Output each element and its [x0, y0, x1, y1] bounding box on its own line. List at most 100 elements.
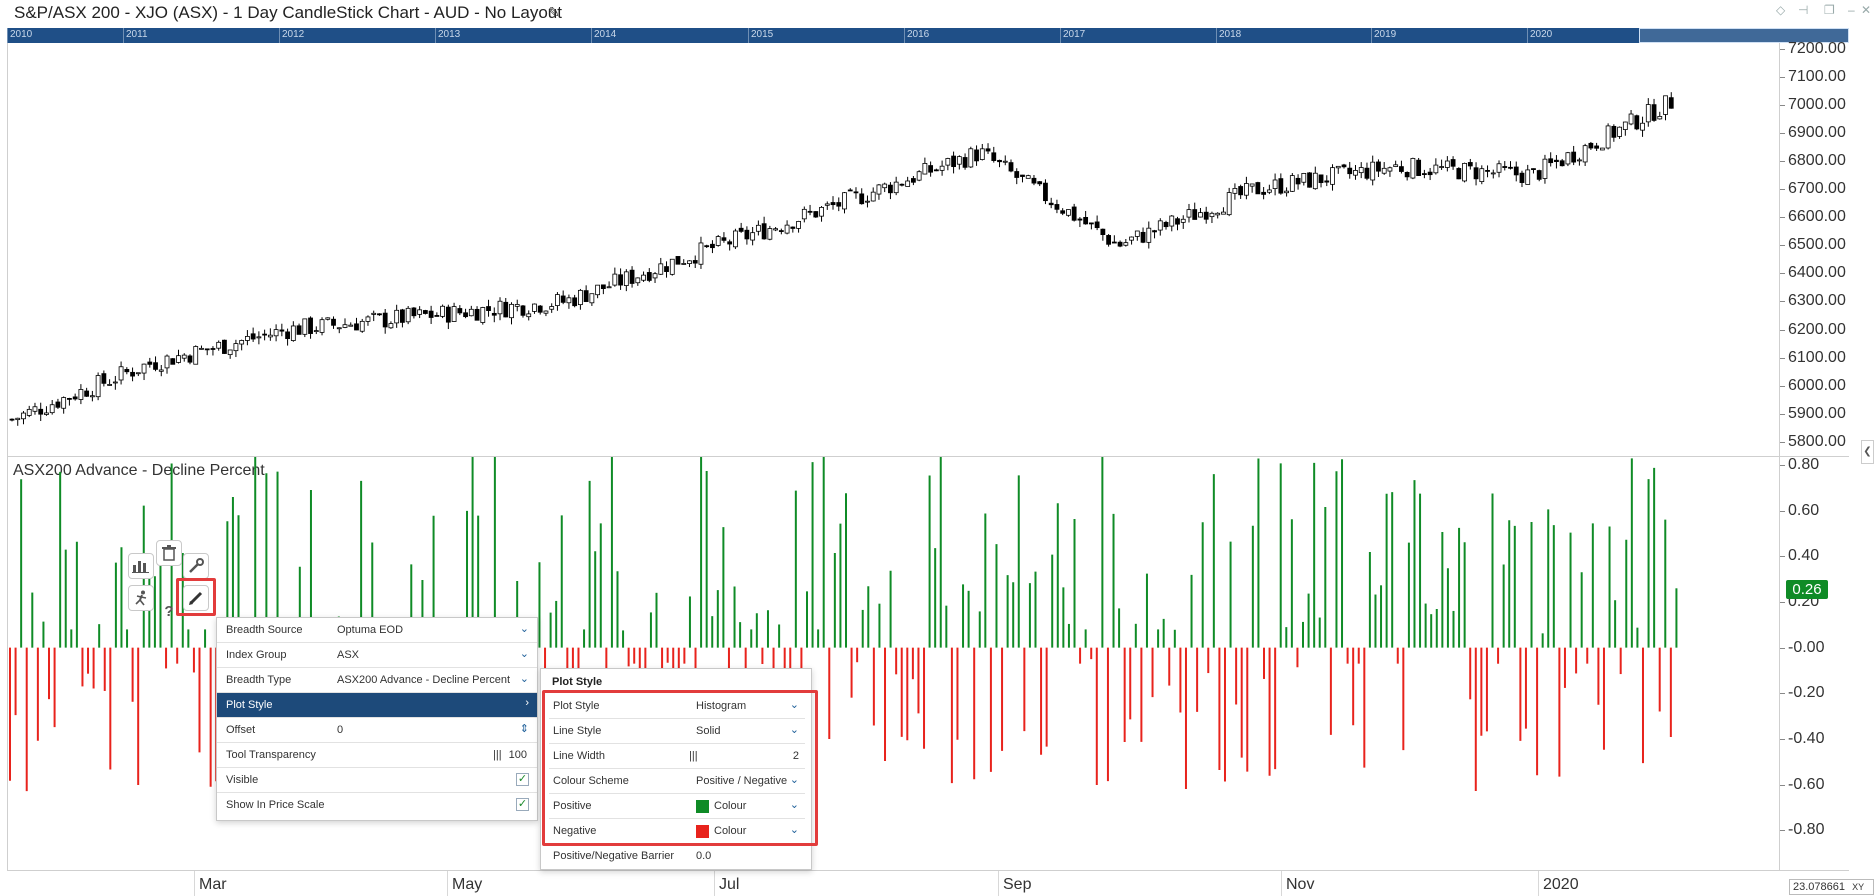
slider-icon[interactable]: |||	[689, 750, 698, 762]
prop-row-index-group[interactable]: Index Group ASX ⌄	[217, 643, 537, 668]
stepper-icon[interactable]: ⇕	[519, 723, 529, 735]
tick-mark	[1780, 161, 1785, 162]
candle-body	[1318, 174, 1324, 184]
indicator-pane[interactable]	[7, 457, 1780, 870]
chevron-left-icon[interactable]: ❮	[1861, 440, 1874, 464]
candle-body	[1169, 215, 1175, 227]
runner-icon[interactable]	[128, 585, 154, 611]
indicator-tick-label: 0.80	[1788, 456, 1820, 473]
style-row-line-width[interactable]: Line Width ||| 2	[549, 744, 805, 769]
indicator-tick-label: -0.20	[1788, 684, 1825, 702]
chevron-down-icon[interactable]: ⌄	[789, 699, 799, 711]
restore-icon[interactable]: ❐	[1824, 3, 1835, 17]
candle-body	[1060, 210, 1066, 214]
candle-body	[1508, 166, 1513, 169]
style-row-positive[interactable]: Positive Colour ⌄	[549, 794, 805, 819]
bar-chart-icon[interactable]	[128, 553, 154, 579]
checkbox-checked[interactable]: ✓	[516, 798, 529, 811]
close-icon[interactable]: ✕	[1861, 3, 1872, 17]
style-row-barrier[interactable]: Positive/Negative Barrier 0.0	[549, 844, 805, 869]
pin-icon[interactable]: ⊣	[1798, 3, 1809, 17]
timeline-separator	[591, 28, 592, 43]
trash-icon[interactable]	[156, 540, 182, 566]
candle-body	[1014, 171, 1020, 178]
prop-label: Offset	[226, 724, 256, 736]
price-chart-pane[interactable]	[7, 43, 1780, 456]
prop-row-breadth-type[interactable]: Breadth Type ASX200 Advance - Decline Pe…	[217, 668, 537, 693]
prop-row-tool-transparency[interactable]: Tool Transparency ||| 100	[217, 743, 537, 768]
candle-body	[61, 397, 67, 409]
chevron-down-icon[interactable]: ⌄	[789, 799, 799, 811]
candle-body	[158, 369, 164, 372]
candlestick-plot[interactable]	[8, 43, 1780, 456]
timeline-year: 2012	[282, 29, 305, 40]
timeline-navigator[interactable]: 2010 2011 2012 2013 2014 2015 2016 2017 2018 2019…	[7, 28, 1849, 43]
candle-body	[445, 306, 451, 323]
candle-body	[1565, 152, 1571, 165]
candle-body	[1043, 182, 1048, 202]
positive-color-swatch[interactable]	[696, 800, 709, 813]
candle-body	[170, 358, 176, 365]
indicator-title: ASX200 Advance - Decline Percent	[13, 462, 265, 479]
pane-divider[interactable]	[7, 456, 1849, 457]
candle-body	[1611, 125, 1617, 138]
candle-body	[1433, 164, 1439, 174]
candle-body	[9, 418, 15, 421]
candle-body	[1226, 192, 1232, 216]
pencil-icon[interactable]: ✎	[548, 4, 560, 20]
prop-row-breadth-source[interactable]: Breadth Source Optuma EOD ⌄	[217, 618, 537, 643]
candle-body	[526, 313, 532, 318]
candle-body	[1083, 217, 1089, 225]
negative-color-swatch[interactable]	[696, 825, 709, 838]
properties-panel[interactable]: Breadth Source Optuma EOD ⌄ Index Group …	[216, 617, 538, 821]
candle-body	[1651, 104, 1657, 121]
candle-body	[1668, 97, 1674, 109]
checkbox-checked[interactable]: ✓	[516, 773, 529, 786]
candle-body	[1215, 212, 1221, 216]
candle-body	[1496, 163, 1502, 173]
prop-row-visible[interactable]: Visible ✓	[217, 768, 537, 793]
candle-body	[377, 313, 382, 316]
slider-icon[interactable]: |||	[493, 749, 502, 761]
prop-row-plot-style[interactable]: Plot Style ›	[217, 693, 537, 718]
candle-body	[824, 203, 830, 206]
style-row-colour-scheme[interactable]: Colour Scheme Positive / Negative ⌄	[549, 769, 805, 794]
timeline-window-handle[interactable]	[1639, 28, 1849, 43]
candle-body	[285, 331, 290, 340]
help-icon[interactable]: ?	[164, 602, 174, 620]
chevron-down-icon[interactable]: ⌄	[789, 824, 799, 836]
chevron-down-icon[interactable]: ⌄	[789, 724, 799, 736]
chevron-down-icon[interactable]: ⌄	[519, 623, 529, 635]
chevron-down-icon[interactable]: ⌄	[519, 648, 529, 660]
candle-body	[1261, 191, 1267, 195]
candle-body	[641, 274, 646, 281]
minimize-icon[interactable]: –	[1848, 3, 1855, 17]
chevron-down-icon[interactable]: ⌄	[789, 774, 799, 786]
chevron-right-icon[interactable]: ›	[525, 697, 529, 709]
chevron-down-icon[interactable]: ⌄	[519, 673, 529, 685]
tick-mark	[1780, 217, 1785, 219]
candle-body	[905, 180, 911, 187]
candle-body	[1330, 167, 1335, 185]
date-label: Mar	[199, 876, 227, 893]
candle-body	[1416, 159, 1422, 176]
candle-body	[1427, 171, 1433, 176]
prop-row-show-in-price-scale[interactable]: Show In Price Scale ✓	[217, 793, 537, 818]
diamond-icon[interactable]: ◇	[1776, 3, 1786, 17]
candle-body	[1071, 206, 1077, 221]
timeline-separator	[1527, 28, 1528, 43]
candle-body	[313, 330, 319, 332]
prop-row-offset[interactable]: Offset 0 ⇕	[217, 718, 537, 743]
wrench-icon[interactable]	[183, 553, 209, 579]
pencil-icon[interactable]	[183, 585, 209, 611]
plot-style-panel[interactable]: Plot Style Plot Style Histogram ⌄ Line S…	[540, 668, 812, 870]
candle-body	[1289, 175, 1295, 192]
candle-body	[1100, 228, 1106, 235]
xy-readout[interactable]: 23.078661 XY	[1789, 879, 1874, 895]
candle-body	[1134, 230, 1140, 237]
candle-body	[141, 363, 147, 374]
candle-body	[514, 304, 520, 307]
style-row-line-style[interactable]: Line Style Solid ⌄	[549, 719, 805, 744]
candle-body	[922, 163, 928, 175]
style-row-plot-style[interactable]: Plot Style Histogram ⌄	[549, 694, 805, 719]
